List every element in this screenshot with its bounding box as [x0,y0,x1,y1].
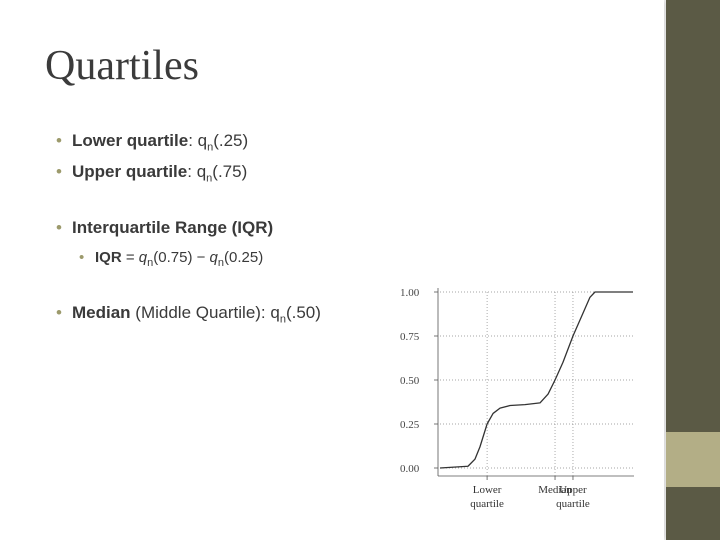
quartile-label: Lower quartile [470,484,504,510]
subscript: n [279,313,286,326]
bullet-bold: Lower quartile [72,131,189,150]
chart: 0.00 0.25 0.50 0.75 1.00 [400,287,634,480]
subscript: n [206,172,213,185]
bullet: Median (Middle Quartile): qn(.50) [56,303,321,326]
bullet-text: (.50) [285,303,321,322]
quartile-label: Median [538,484,572,496]
quartile-label: Upper quartile [556,484,590,510]
subscript: n [147,257,154,269]
bullet: Interquartile Range (IQR) [56,218,274,238]
bullet-text: : q [187,162,207,181]
y-tick-label: 0.75 [400,331,420,343]
bullet-text: (0.25) [224,249,264,266]
y-tick-label: 0.00 [400,463,420,475]
bullet-bold: Upper quartile [72,162,188,181]
bullet-text: (0.75) − [153,249,210,266]
bullet-text: (Middle Quartile): q [130,303,280,322]
bullet: Upper quartile: qn(.75) [56,162,248,185]
y-tick-label: 0.50 [400,375,420,387]
bullet-text: : q [188,131,208,150]
y-tick-label: 0.25 [400,419,420,431]
side-accent [666,432,720,487]
subscript: n [207,141,214,154]
bullet-italic: q [209,249,218,266]
cdf-line [439,291,633,469]
figure: 0.00 0.25 0.50 0.75 1.00 Lower quartile Media… [394,280,656,518]
bullet-bold: IQR [95,249,122,266]
slide-title: Quartiles [45,43,199,89]
bullet: Lower quartile: qn(.25) [56,131,249,154]
y-tick-label: 1.00 [400,287,420,299]
subscript: n [217,257,224,269]
bullet-bold: Median [72,303,131,322]
sub-bullet: IQR = qn(0.75) − qn(0.25) [79,249,264,269]
bullet-italic: q [138,249,148,266]
bullet-text: = [121,249,139,266]
bullet-text: (.75) [212,162,248,181]
bullet-bold: Interquartile Range (IQR) [72,218,274,237]
bullet-text: (.25) [213,131,249,150]
